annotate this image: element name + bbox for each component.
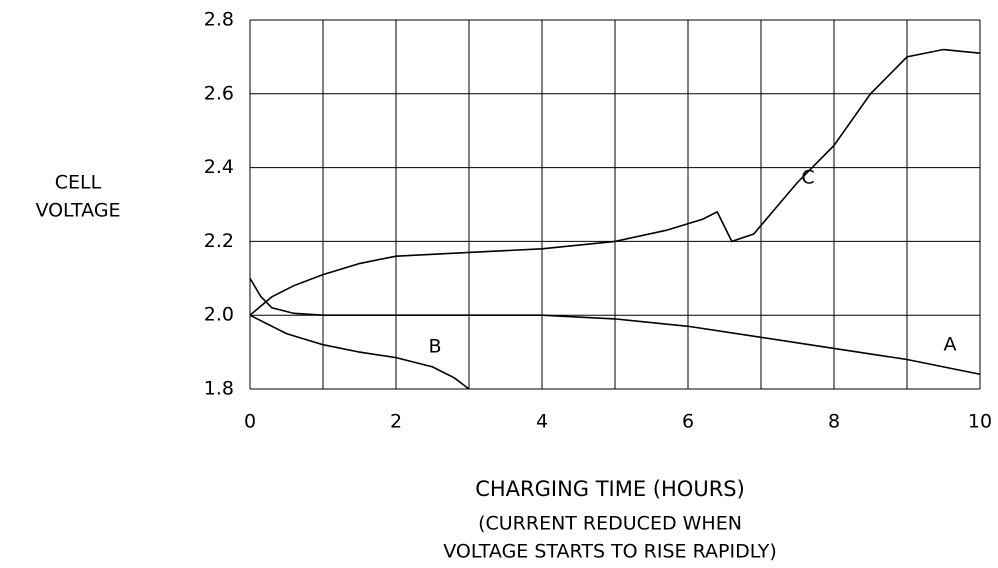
note: (CURRENT REDUCED WHEN [478, 513, 742, 535]
series-label: C [801, 167, 814, 189]
y-tick-label: 2.2 [204, 230, 234, 252]
x-tick-label: 10 [968, 411, 992, 433]
line [249, 277, 981, 376]
y-tick-label: 1.8 [204, 378, 234, 400]
x-tick-label: 4 [536, 411, 548, 433]
x-tick-label: 0 [244, 411, 256, 433]
x-axis-label: CHARGING TIME (HOURS) [475, 477, 745, 501]
line [249, 48, 981, 316]
y-tick-label: 2.8 [204, 9, 234, 31]
x-tick-label: 2 [390, 411, 402, 433]
y-axis-label: VOLTAGE [35, 200, 120, 222]
y-axis-label: CELL [55, 172, 102, 194]
series-label: A [944, 334, 957, 356]
x-tick-label: 8 [828, 411, 840, 433]
y-tick-label: 2.0 [204, 304, 234, 326]
x-tick-label: 6 [682, 411, 694, 433]
note: VOLTAGE STARTS TO RISE RAPIDLY) [443, 541, 777, 563]
series-label: B [428, 336, 441, 358]
y-tick-label: 2.4 [204, 156, 234, 178]
y-tick-label: 2.6 [204, 82, 234, 104]
line [249, 314, 470, 390]
